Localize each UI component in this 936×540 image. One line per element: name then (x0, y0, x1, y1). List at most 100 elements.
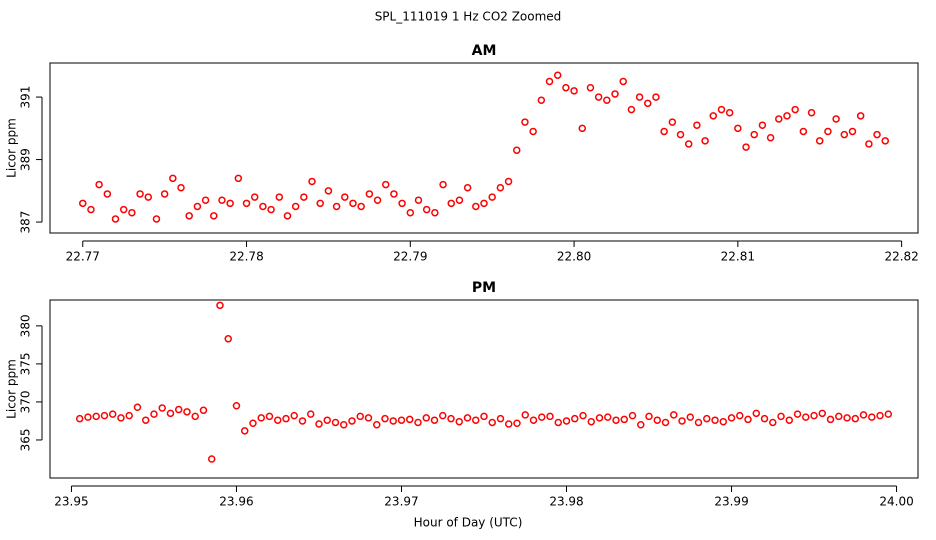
x-axis-label: Hour of Day (UTC) (414, 516, 523, 530)
y-tick-label: 387 (19, 211, 33, 234)
data-point (587, 417, 596, 426)
data-point (799, 127, 808, 136)
data-point (766, 133, 775, 142)
data-point (653, 416, 662, 424)
y-tick-label: 380 (19, 314, 33, 337)
data-point (742, 143, 750, 151)
data-point (727, 414, 736, 422)
data-point (111, 215, 120, 223)
data-point (579, 411, 587, 420)
data-point (150, 410, 158, 418)
data-point (637, 421, 645, 429)
data-point (398, 199, 406, 208)
y-tick-label: 391 (19, 86, 33, 109)
data-point (414, 418, 422, 427)
data-point (103, 190, 112, 198)
data-point (562, 83, 570, 92)
data-point (865, 140, 873, 148)
x-tick-label: 22.80 (557, 250, 591, 264)
data-point (117, 414, 125, 422)
data-point (185, 212, 193, 220)
data-point (201, 196, 210, 204)
data-point (876, 411, 884, 420)
x-tick-label: 23.96 (219, 495, 253, 509)
y-tick-label: 370 (19, 390, 33, 413)
data-point (785, 416, 794, 424)
data-point (455, 417, 463, 426)
data-point (390, 190, 398, 198)
data-point (635, 93, 644, 101)
data-point (791, 105, 799, 114)
data-point (758, 121, 767, 129)
data-point (349, 199, 357, 208)
data-point (660, 127, 668, 136)
data-point (283, 212, 292, 220)
data-point (128, 208, 136, 217)
data-point (807, 108, 816, 117)
data-point (709, 112, 718, 120)
y-axis-label: Licor ppm (5, 118, 19, 178)
data-point (717, 105, 726, 114)
data-point (628, 411, 637, 420)
data-point (480, 199, 488, 208)
data-point (100, 411, 109, 420)
data-point (529, 416, 538, 424)
data-point (840, 130, 849, 139)
data-point (504, 177, 513, 186)
y-tick-label: 389 (19, 148, 33, 171)
data-point (868, 413, 876, 421)
data-point (604, 413, 612, 421)
data-point (652, 93, 660, 101)
data-point (331, 418, 340, 427)
panel-title: PM (472, 280, 496, 296)
data-point (578, 124, 587, 133)
x-tick-label: 22.77 (66, 250, 100, 264)
data-point (661, 418, 670, 427)
data-point (826, 415, 835, 424)
data-point (316, 199, 324, 208)
data-point (859, 411, 868, 419)
data-point (684, 140, 693, 148)
data-point (265, 412, 274, 421)
data-point (537, 96, 546, 104)
data-point (348, 417, 356, 425)
data-point (644, 99, 652, 108)
data-point (496, 183, 505, 192)
data-point (174, 405, 183, 414)
data-point (832, 115, 840, 123)
data-point (711, 416, 719, 424)
data-point (447, 199, 455, 208)
data-point (430, 416, 439, 424)
data-point (166, 409, 175, 418)
plot-frame (49, 299, 919, 479)
data-point (191, 412, 199, 421)
data-point (125, 411, 133, 420)
data-point (818, 409, 827, 418)
x-tick-label: 22.81 (721, 250, 755, 264)
data-point (496, 414, 505, 423)
data-point (856, 112, 865, 120)
data-point (406, 208, 415, 217)
data-point (373, 196, 382, 204)
data-point (505, 420, 513, 428)
data-point (513, 419, 521, 427)
data-point (488, 418, 497, 427)
data-point (611, 90, 619, 98)
data-point (232, 401, 241, 410)
data-point (835, 412, 843, 421)
data-point (152, 215, 161, 223)
data-point (169, 174, 177, 183)
data-point (439, 180, 447, 189)
figure-title: SPL_111019 1 Hz CO2 Zoomed (375, 10, 562, 24)
data-point (760, 414, 769, 423)
data-point (538, 413, 546, 421)
data-point (521, 411, 530, 419)
data-point (79, 199, 87, 208)
data-point (275, 193, 284, 201)
x-tick-label: 23.99 (714, 495, 748, 509)
data-point (488, 193, 496, 201)
data-point (571, 414, 579, 423)
data-point (218, 196, 226, 204)
data-point (595, 414, 604, 422)
data-point (783, 112, 791, 120)
